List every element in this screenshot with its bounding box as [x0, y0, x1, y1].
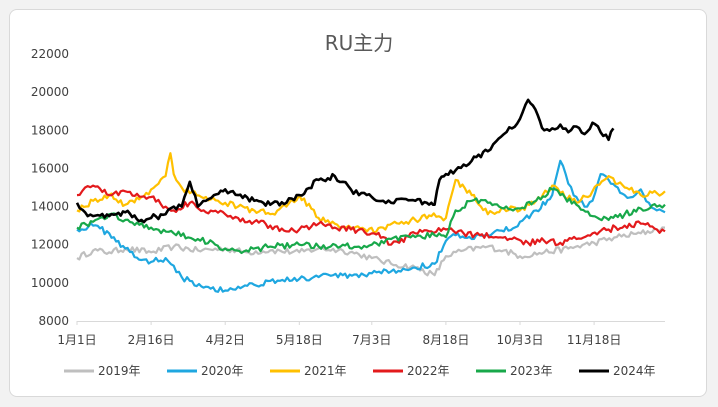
legend-label: 2021年	[304, 364, 347, 378]
legend-label: 2020年	[201, 364, 244, 378]
y-tick-label: 14000	[31, 200, 69, 214]
chart-card: RU主力 8000 10000 12000 14000 16000 18000 20000 2…	[9, 9, 707, 397]
x-tick-label: 10月3日	[497, 333, 544, 347]
series-line-3	[76, 152, 666, 234]
x-tick-label: 2月16日	[128, 333, 175, 347]
y-axis: 8000 10000 12000 14000 16000 18000 20000 22000	[31, 47, 69, 328]
legend-label: 2022年	[407, 364, 450, 378]
series-line-1	[76, 226, 666, 277]
y-tick-label: 22000	[31, 47, 69, 61]
y-tick-label: 18000	[31, 123, 69, 137]
y-tick-label: 8000	[38, 314, 69, 328]
series-line-6	[75, 98, 615, 224]
x-tick-label: 4月2日	[206, 333, 245, 347]
y-tick-label: 12000	[31, 238, 69, 252]
chart-title: RU主力	[325, 31, 394, 55]
y-tick-label: 16000	[31, 161, 69, 175]
legend-label: 2023年	[510, 364, 553, 378]
legend: 2019年 2020年 2021年 2022年 2023年 2024年	[64, 364, 656, 378]
series-line-5	[76, 186, 666, 255]
legend-label: 2019年	[98, 364, 141, 378]
legend-label: 2024年	[613, 364, 656, 378]
series-layer	[75, 98, 666, 293]
series-line-4	[76, 184, 666, 247]
x-axis: 1月1日 2月16日 4月2日 5月18日 7月3日 8月18日 10月3日 11月18日	[57, 321, 665, 347]
y-tick-label: 10000	[31, 276, 69, 290]
x-tick-label: 8月18日	[422, 333, 469, 347]
x-tick-label: 7月3日	[352, 333, 391, 347]
y-tick-label: 20000	[31, 85, 69, 99]
x-tick-label: 5月18日	[276, 333, 323, 347]
series-line-2	[76, 159, 666, 293]
x-tick-label: 1月1日	[57, 333, 96, 347]
x-tick-label: 11月18日	[567, 333, 622, 347]
ru-main-chart: RU主力 8000 10000 12000 14000 16000 18000 20000 2…	[31, 31, 666, 378]
